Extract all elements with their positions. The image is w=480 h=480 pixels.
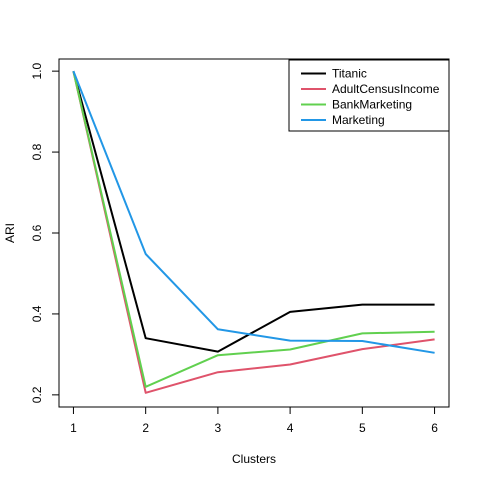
x-tick-label: 6 <box>431 421 438 435</box>
legend-label: BankMarketing <box>332 98 412 112</box>
x-axis-label: Clusters <box>232 452 276 466</box>
y-tick-label: 1.0 <box>30 62 44 79</box>
x-tick-label: 3 <box>215 421 222 435</box>
x-axis: 1 2 3 4 5 6 <box>70 406 438 435</box>
series-line-1 <box>72 70 435 394</box>
y-tick-label: 0.8 <box>30 143 44 160</box>
legend-label: AdultCensusIncome <box>332 82 440 96</box>
y-tick-label: 0.4 <box>30 305 44 322</box>
legend-label: Marketing <box>332 113 385 127</box>
series-line-2 <box>72 70 435 388</box>
y-axis-label: ARI <box>3 223 17 243</box>
series-line-3 <box>72 70 435 354</box>
x-tick-label: 4 <box>287 421 294 435</box>
series-layer <box>72 70 435 394</box>
series-line-0 <box>72 70 435 353</box>
x-tick-label: 2 <box>142 421 149 435</box>
y-tick-label: 0.6 <box>30 224 44 241</box>
legend-label: Titanic <box>332 67 367 81</box>
x-tick-label: 5 <box>359 421 366 435</box>
y-axis: 0.2 0.4 0.6 0.8 1.0 <box>30 62 60 403</box>
x-tick-label: 1 <box>70 421 77 435</box>
y-tick-label: 0.2 <box>30 386 44 403</box>
